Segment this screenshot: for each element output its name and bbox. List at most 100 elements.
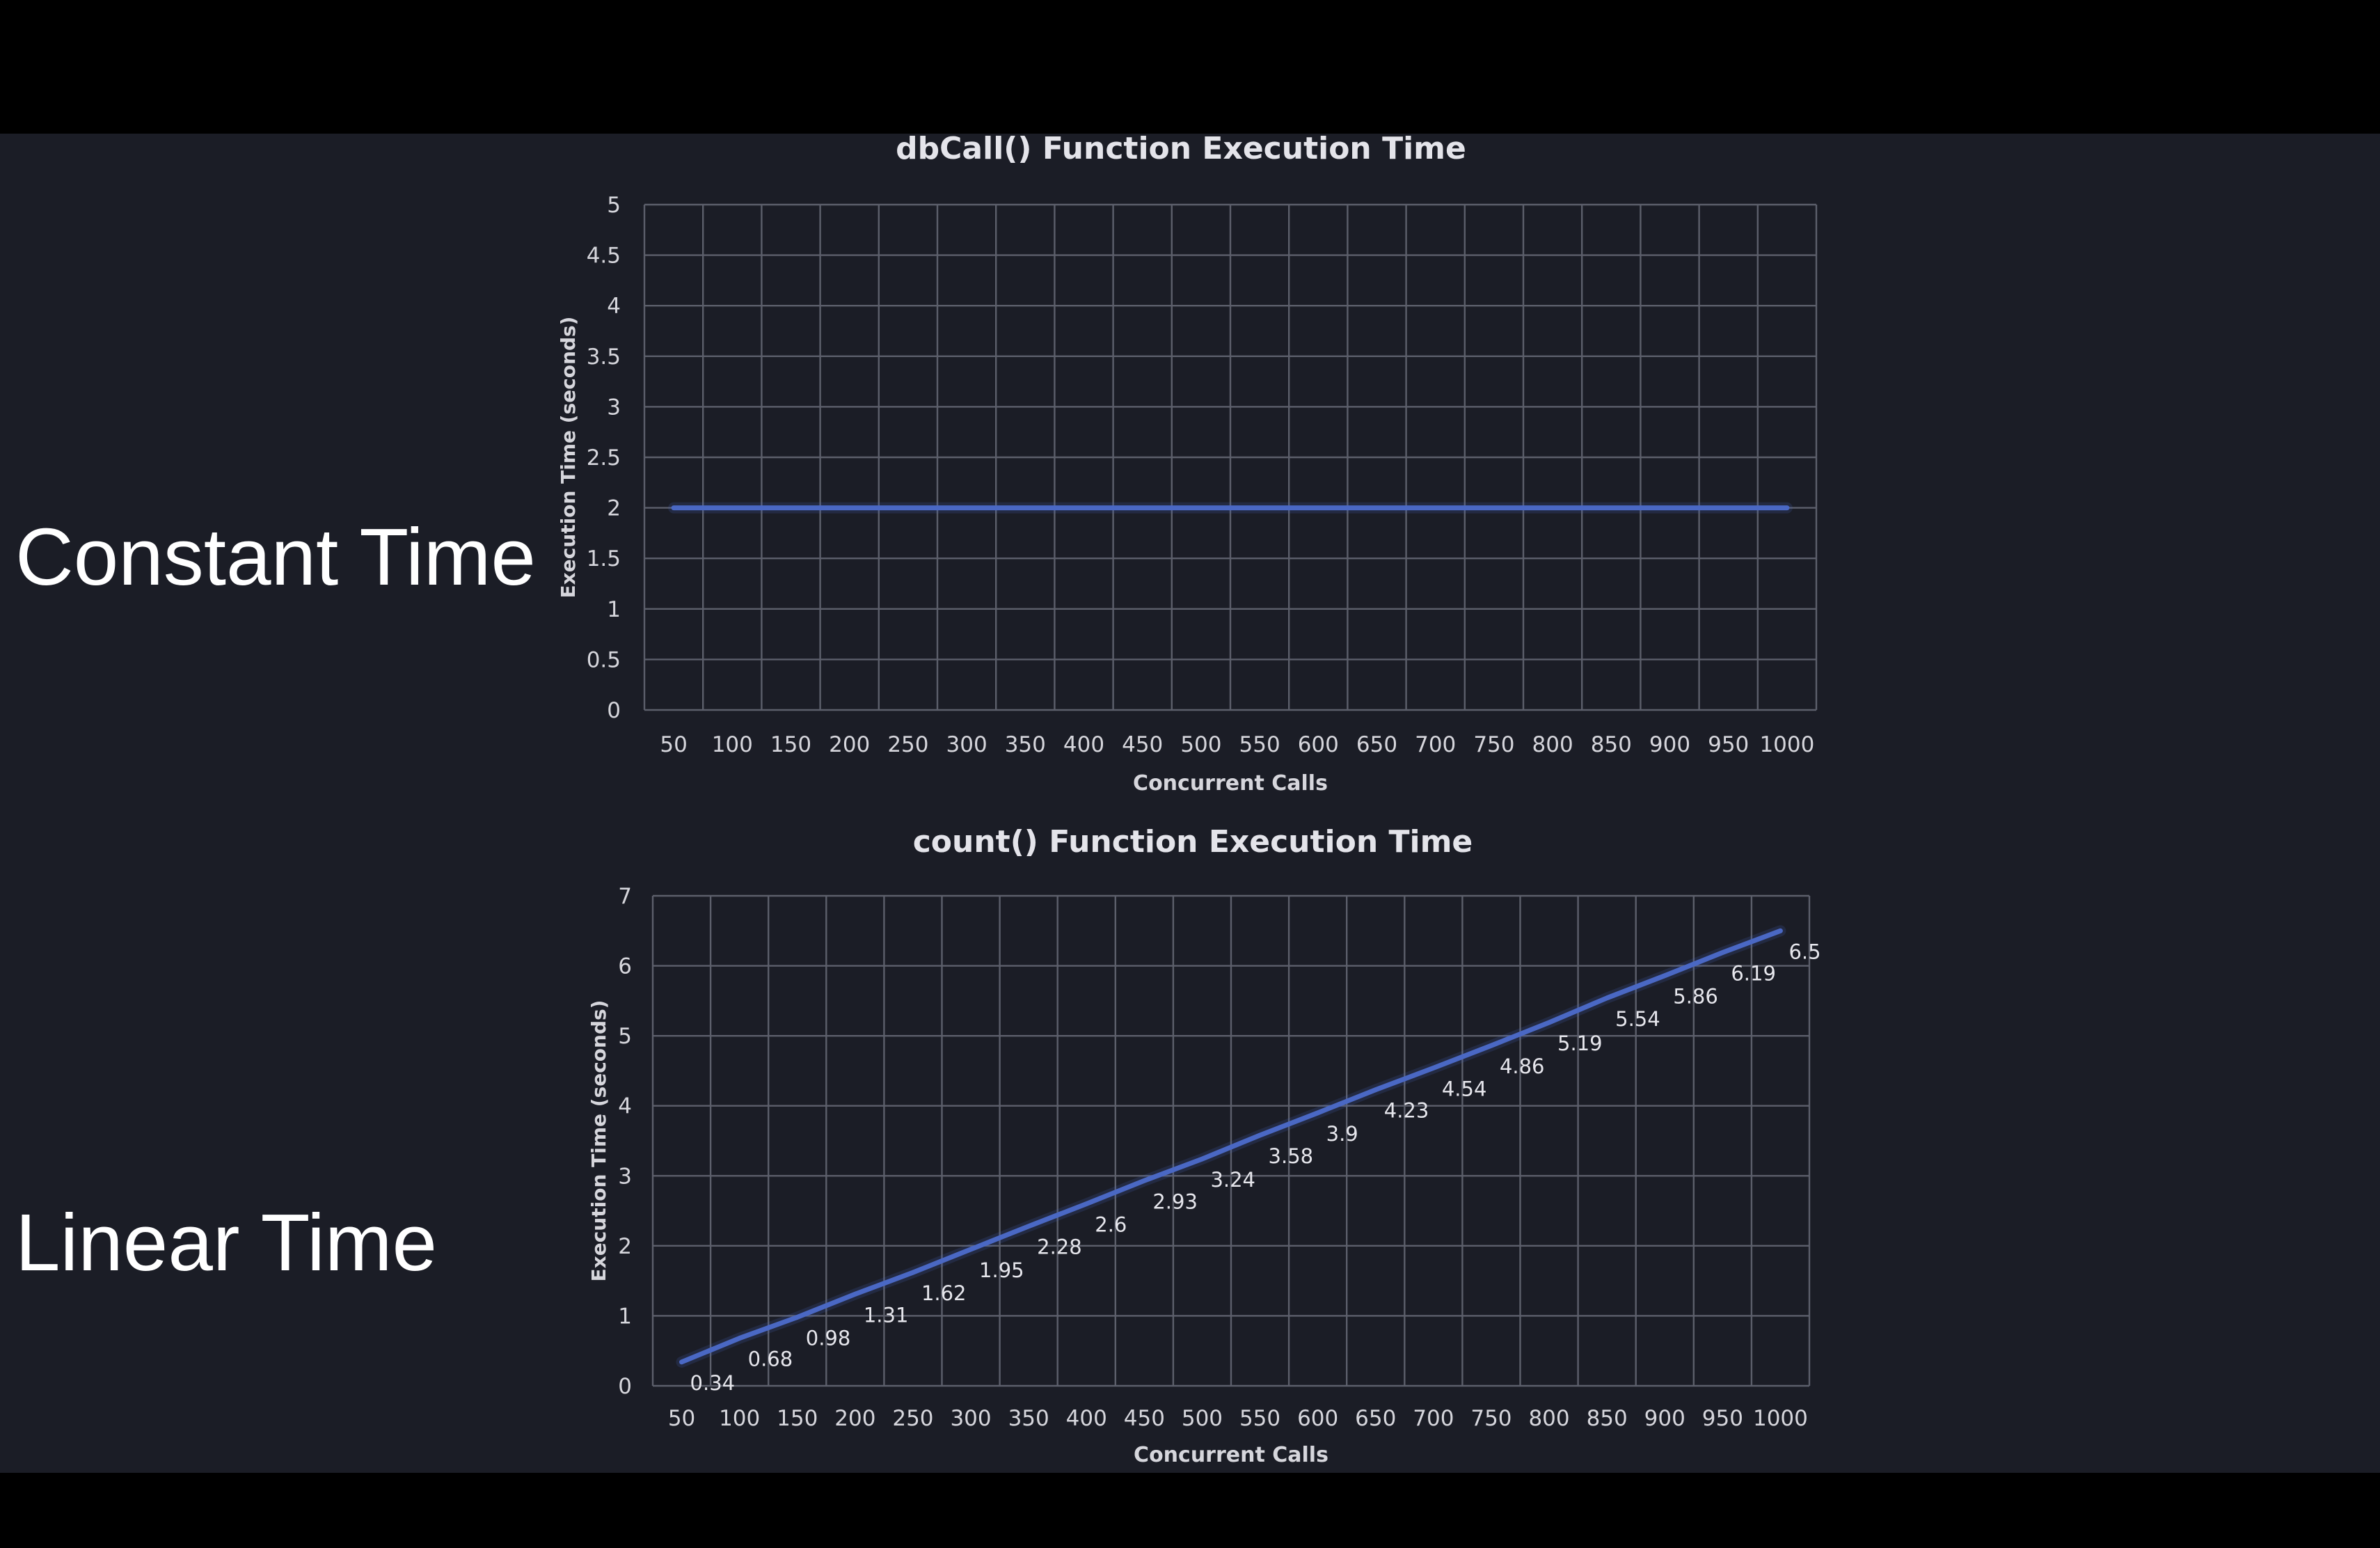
- constant-time-label: Constant Time: [15, 512, 536, 602]
- x-tick-label: 1000: [1753, 1406, 1808, 1431]
- data-label: 1.62: [921, 1281, 967, 1305]
- data-point: [1140, 505, 1145, 510]
- data-point: [1663, 973, 1667, 978]
- x-tick-label: 800: [1528, 1406, 1569, 1431]
- y-tick-label: 3.5: [587, 345, 621, 370]
- x-tick-label: 550: [1239, 732, 1280, 757]
- y-tick-label: 2: [618, 1234, 632, 1259]
- x-tick-label: 800: [1532, 732, 1573, 757]
- x-tick-label: 750: [1473, 732, 1514, 757]
- x-tick-label: 650: [1355, 1406, 1396, 1431]
- chart-title: count() Function Execution Time: [913, 824, 1473, 860]
- x-tick-label: 650: [1356, 732, 1397, 757]
- y-tick-label: 7: [618, 884, 632, 909]
- x-tick-label: 700: [1415, 732, 1456, 757]
- y-tick-label: 1.5: [587, 546, 621, 571]
- data-point: [1489, 1043, 1493, 1048]
- y-tick-label: 0: [607, 698, 621, 723]
- x-tick-label: 150: [770, 732, 811, 757]
- data-point: [1258, 505, 1262, 510]
- data-point: [1547, 1020, 1552, 1025]
- data-point: [788, 505, 793, 510]
- x-tick-label: 400: [1066, 1406, 1107, 1431]
- x-tick-label: 350: [1005, 732, 1046, 757]
- data-point: [965, 505, 969, 510]
- data-point: [1198, 505, 1203, 510]
- data-point: [1550, 505, 1555, 510]
- data-point: [1026, 1224, 1031, 1229]
- x-tick-label: 950: [1708, 732, 1749, 757]
- data-label: 6.5: [1788, 940, 1820, 963]
- x-tick-label: 50: [668, 1406, 695, 1431]
- data-point: [1316, 505, 1321, 510]
- x-tick-label: 100: [712, 732, 753, 757]
- data-point: [737, 1336, 742, 1341]
- data-label: 3.9: [1326, 1122, 1358, 1146]
- data-point: [1258, 1132, 1262, 1137]
- chart-2: count() Function Execution Time012345675…: [587, 824, 1821, 1467]
- y-axis-title: Execution Time (seconds): [557, 317, 580, 599]
- x-tick-label: 850: [1591, 732, 1632, 757]
- series-line: [679, 928, 1783, 1365]
- data-label: 4.54: [1442, 1077, 1487, 1100]
- data-label: 5.54: [1615, 1007, 1660, 1031]
- x-axis-title: Concurrent Calls: [1134, 1443, 1328, 1467]
- y-tick-label: 4.5: [587, 244, 621, 269]
- y-tick-label: 2: [607, 496, 621, 521]
- chart-1: dbCall() Function Execution Time 0 0.5 1 1.5…: [557, 131, 1818, 796]
- data-point: [1605, 995, 1610, 1000]
- data-point: [1784, 505, 1789, 510]
- data-point: [847, 505, 852, 510]
- data-label: 2.28: [1037, 1235, 1082, 1259]
- data-label: 1.95: [979, 1258, 1024, 1282]
- x-tick-label: 400: [1063, 732, 1104, 757]
- data-label: 1.31: [864, 1303, 909, 1327]
- data-point: [1200, 1157, 1205, 1162]
- data-point: [1609, 505, 1614, 510]
- data-label: 0.68: [748, 1348, 793, 1371]
- data-point: [1667, 505, 1672, 510]
- y-tick-label: 3: [618, 1164, 632, 1189]
- y-tick-label: 0: [618, 1374, 632, 1399]
- x-tick-label: 950: [1702, 1406, 1743, 1431]
- data-point: [1373, 1087, 1378, 1092]
- x-tick-label: 850: [1587, 1406, 1628, 1431]
- x-tick-label: 550: [1239, 1406, 1280, 1431]
- x-tick-label: 350: [1008, 1406, 1049, 1431]
- y-tick-label: 6: [618, 954, 632, 979]
- data-point: [1081, 505, 1086, 510]
- x-tick-label: 700: [1413, 1406, 1454, 1431]
- x-tick-label: 750: [1470, 1406, 1512, 1431]
- data-point: [795, 1315, 800, 1320]
- data-point: [1720, 950, 1725, 955]
- data-label: 3.24: [1210, 1168, 1255, 1192]
- x-tick-label: 50: [660, 732, 687, 757]
- data-point: [672, 505, 676, 510]
- x-tick-label: 1000: [1759, 732, 1814, 757]
- data-label: 2.6: [1095, 1213, 1127, 1237]
- data-point: [679, 1359, 684, 1364]
- data-point: [730, 505, 735, 510]
- data-label: 0.98: [806, 1326, 851, 1350]
- data-label: 3.58: [1269, 1144, 1314, 1168]
- x-tick-label: 300: [946, 732, 987, 757]
- data-point: [1315, 1110, 1320, 1115]
- y-tick-label: 2.5: [587, 445, 621, 471]
- x-tick-label: 200: [829, 732, 870, 757]
- data-point: [905, 505, 910, 510]
- data-label: 5.86: [1673, 985, 1718, 1009]
- data-point: [852, 1292, 857, 1297]
- data-label: 6.19: [1731, 961, 1776, 985]
- x-tick-label: 300: [950, 1406, 991, 1431]
- x-tick-label: 100: [719, 1406, 760, 1431]
- x-axis-title: Concurrent Calls: [1133, 771, 1328, 796]
- x-tick-label: 250: [892, 1406, 933, 1431]
- x-tick-label: 250: [887, 732, 928, 757]
- y-tick-label: 5: [607, 193, 621, 218]
- y-tick-label: 0.5: [587, 647, 621, 672]
- x-tick-label: 900: [1649, 732, 1690, 757]
- y-tick-label: 4: [607, 294, 621, 319]
- data-point: [1023, 505, 1028, 510]
- data-point: [969, 1247, 974, 1251]
